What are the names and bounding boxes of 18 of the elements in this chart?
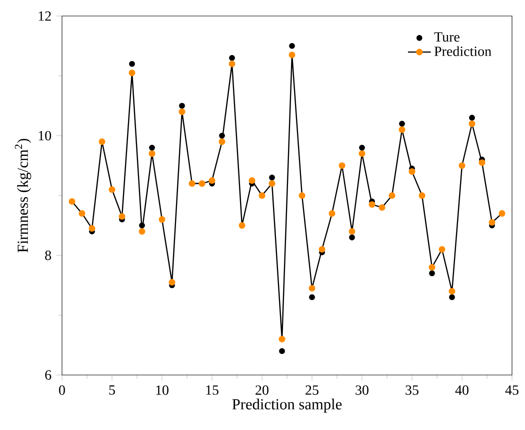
x-axis-title: Prediction sample [232,398,342,413]
legend-label: Ture [434,32,460,42]
x-tick-label: 30 [356,385,368,395]
x-tick-label: 0 [59,385,65,395]
x-tick-label: 15 [206,385,218,395]
x-tick-label: 45 [505,385,518,395]
y-axis-title: Firmness (kg/cm$^{2}$) [14,138,32,252]
y-tick-label: 6 [45,370,52,380]
x-tick-label: 40 [455,385,468,395]
y-tick-label: 8 [45,250,52,260]
y-tick-label: 12 [38,11,51,21]
x-tick-label: 5 [109,385,115,395]
x-tick-label: 35 [406,385,418,395]
legend-label: Prediction [434,46,492,56]
y-tick-label: 10 [38,130,52,140]
x-tick-label: 10 [156,385,168,395]
x-tick-label: 25 [306,385,318,395]
x-tick-label: 20 [256,385,268,395]
